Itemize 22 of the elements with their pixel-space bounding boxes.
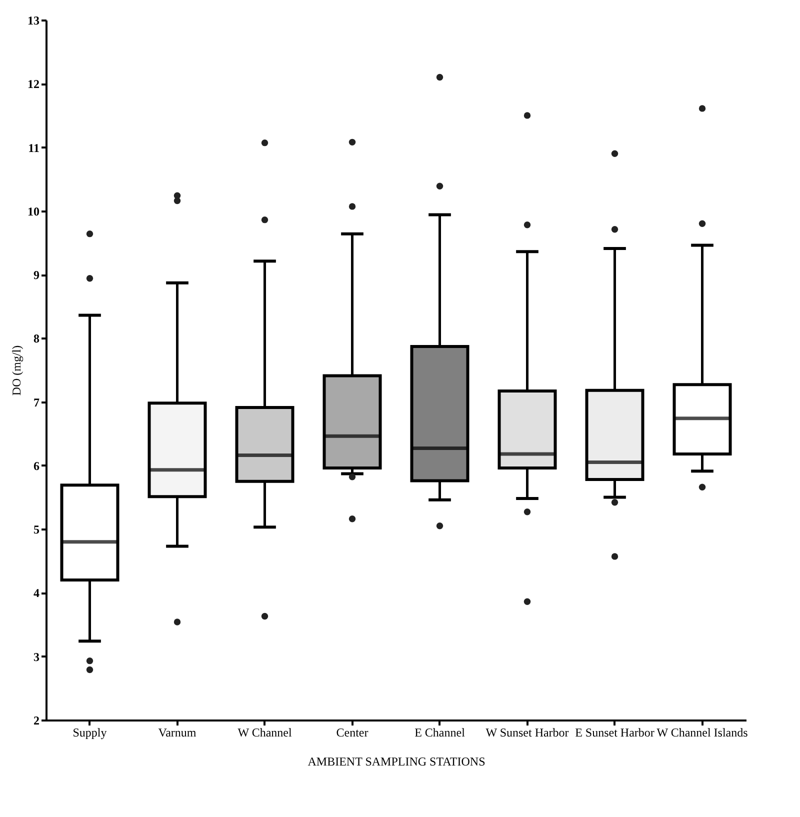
y-tick-label: 12 — [28, 77, 40, 92]
x-tick-label: W Channel — [238, 726, 292, 740]
y-tick-label: 13 — [28, 14, 40, 28]
y-tick-label: 6 — [34, 458, 40, 473]
y-tick-label: 3 — [34, 650, 40, 664]
y-axis-title: DO (mg/l) — [10, 345, 24, 396]
x-tick-label: E Sunset Harbor — [575, 726, 654, 740]
y-tick-label: 9 — [34, 268, 40, 282]
x-tick-label: Varnum — [158, 726, 197, 740]
x-tick-label: E Channel — [414, 726, 466, 740]
x-tick-label: W Sunset Harbor — [486, 726, 569, 740]
y-tick-label: 5 — [34, 522, 40, 537]
x-tick-label: Center — [336, 726, 368, 740]
y-tick-label: 10 — [28, 204, 40, 218]
y-tick-label: 11 — [28, 140, 40, 155]
y-tick-label: 4 — [34, 586, 40, 600]
x-axis-title: AMBIENT SAMPLING STATIONS — [308, 754, 486, 768]
x-tick-label: W Channel Islands — [656, 726, 748, 740]
x-tick-label: Supply — [72, 726, 107, 740]
y-tick-label: 2 — [34, 714, 40, 728]
y-tick-label: 8 — [34, 332, 40, 346]
y-tick-label: 7 — [34, 395, 40, 410]
